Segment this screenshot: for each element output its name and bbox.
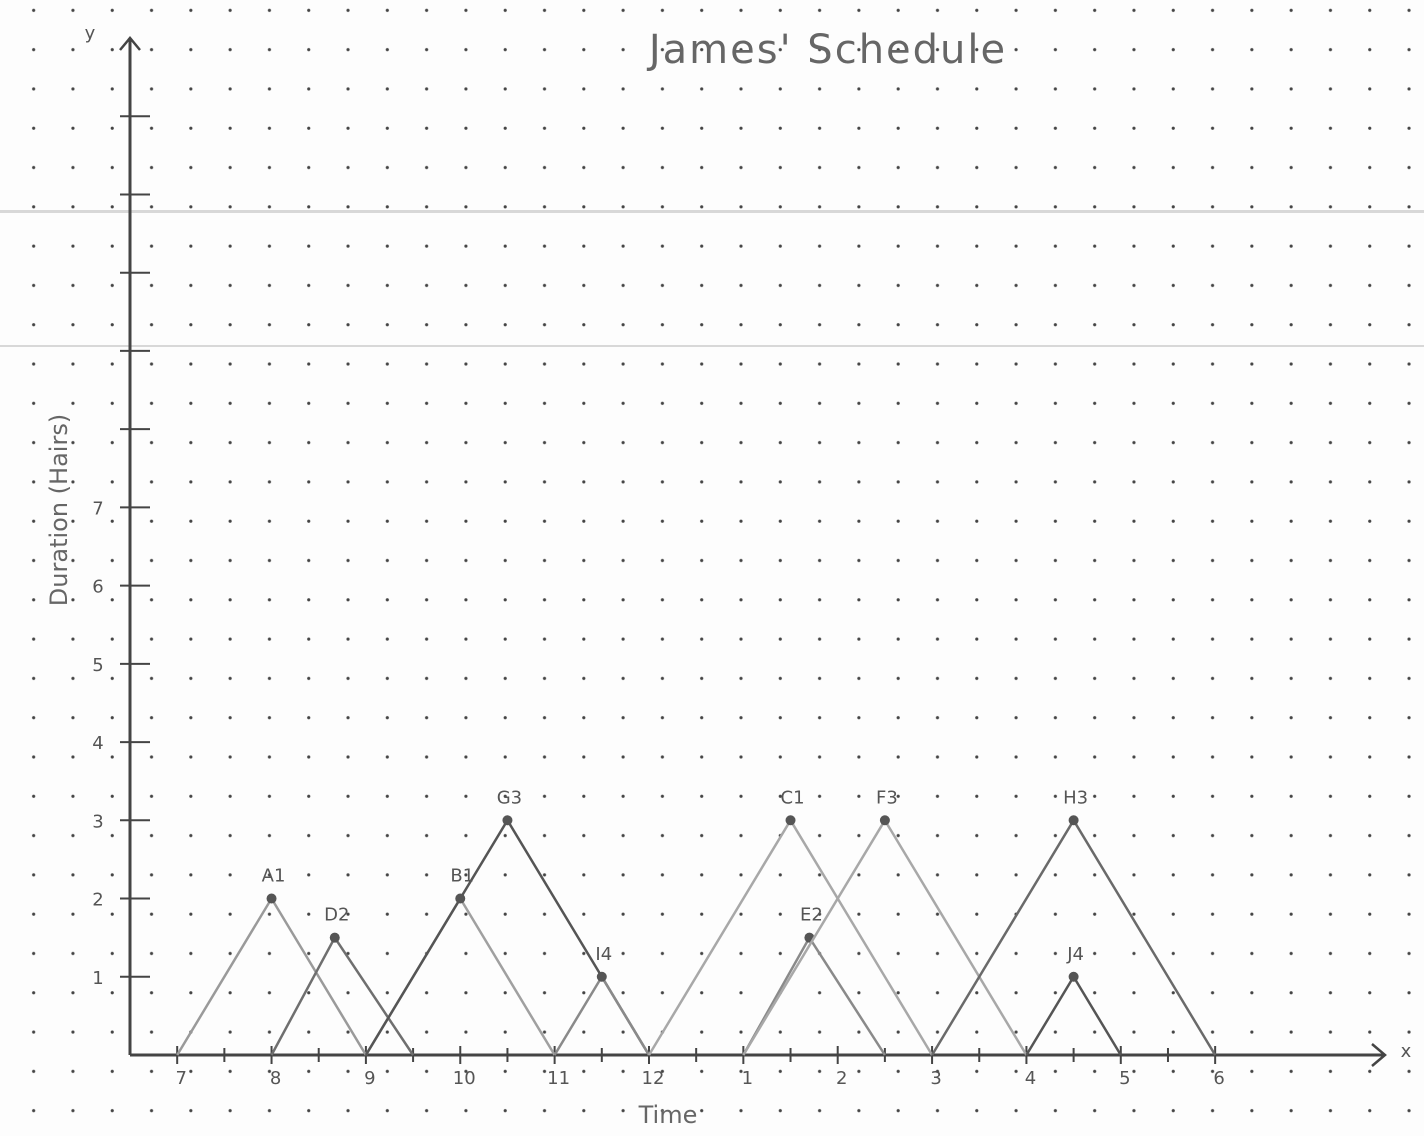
x-tick-label: 11 <box>547 1068 570 1089</box>
y-tick-label: 4 <box>92 733 103 754</box>
y-arrow <box>119 36 141 51</box>
x-tick-label: 2 <box>836 1068 847 1089</box>
x-tick-label: 7 <box>175 1068 186 1089</box>
paper-line <box>0 210 1424 213</box>
x-arrow <box>1371 1043 1387 1067</box>
schedule-line <box>553 974 651 1056</box>
schedule-line <box>930 817 1217 1056</box>
schedule-line <box>364 896 556 1056</box>
x-tick-label: 5 <box>1119 1068 1130 1089</box>
x-tick-label: 4 <box>1025 1068 1036 1089</box>
x-tick-label: 8 <box>270 1068 281 1089</box>
y-tick-label: 6 <box>92 577 103 598</box>
x-tick-label: 10 <box>453 1068 476 1089</box>
legend-label: J4 <box>1066 944 1084 965</box>
legend-label: I4 <box>595 944 612 965</box>
peak-point <box>329 932 340 943</box>
legend-label: A1 <box>262 866 286 887</box>
peak-point <box>785 815 796 826</box>
peak-point <box>266 893 277 904</box>
chart-title: James' Schedule <box>646 27 1007 73</box>
schedule-line <box>742 935 886 1056</box>
legend-label: D2 <box>324 905 349 926</box>
y-tick-label: 1 <box>92 968 103 989</box>
legend-label: F3 <box>876 787 898 808</box>
peak-point <box>502 815 513 826</box>
x-tick-label: 1 <box>742 1068 753 1089</box>
x-tick-label: 3 <box>930 1068 941 1089</box>
x-tick-label: 12 <box>642 1068 665 1089</box>
legend-label: C1 <box>781 787 805 808</box>
schedule-line <box>742 817 1028 1056</box>
peak-point <box>879 815 890 826</box>
x-tick-label: 6 <box>1213 1068 1224 1089</box>
y-axis-label: Duration (Hairs) <box>45 414 73 606</box>
peak-point <box>596 971 607 982</box>
y-tick-label: 3 <box>92 811 103 832</box>
peak-point <box>1068 815 1079 826</box>
legend-label: B1 <box>450 866 474 887</box>
legend-label: G3 <box>497 787 522 808</box>
y-tick-label: 5 <box>92 655 103 676</box>
legend-label: E2 <box>800 905 823 926</box>
y-axis-name: y <box>85 23 96 44</box>
y-tick-label: 7 <box>92 498 103 519</box>
x-axis-label: Time <box>638 1101 698 1129</box>
y-tick-label: 2 <box>92 890 103 911</box>
schedule-line <box>1025 974 1122 1056</box>
peak-point <box>1068 971 1079 982</box>
paper-line <box>0 345 1424 347</box>
legend-label: H3 <box>1063 787 1088 808</box>
schedule-line <box>270 935 415 1056</box>
x-tick-label: 9 <box>364 1068 375 1089</box>
schedule-line <box>364 817 651 1056</box>
schedule-line <box>647 817 934 1056</box>
x-axis-name: x <box>1401 1041 1412 1062</box>
